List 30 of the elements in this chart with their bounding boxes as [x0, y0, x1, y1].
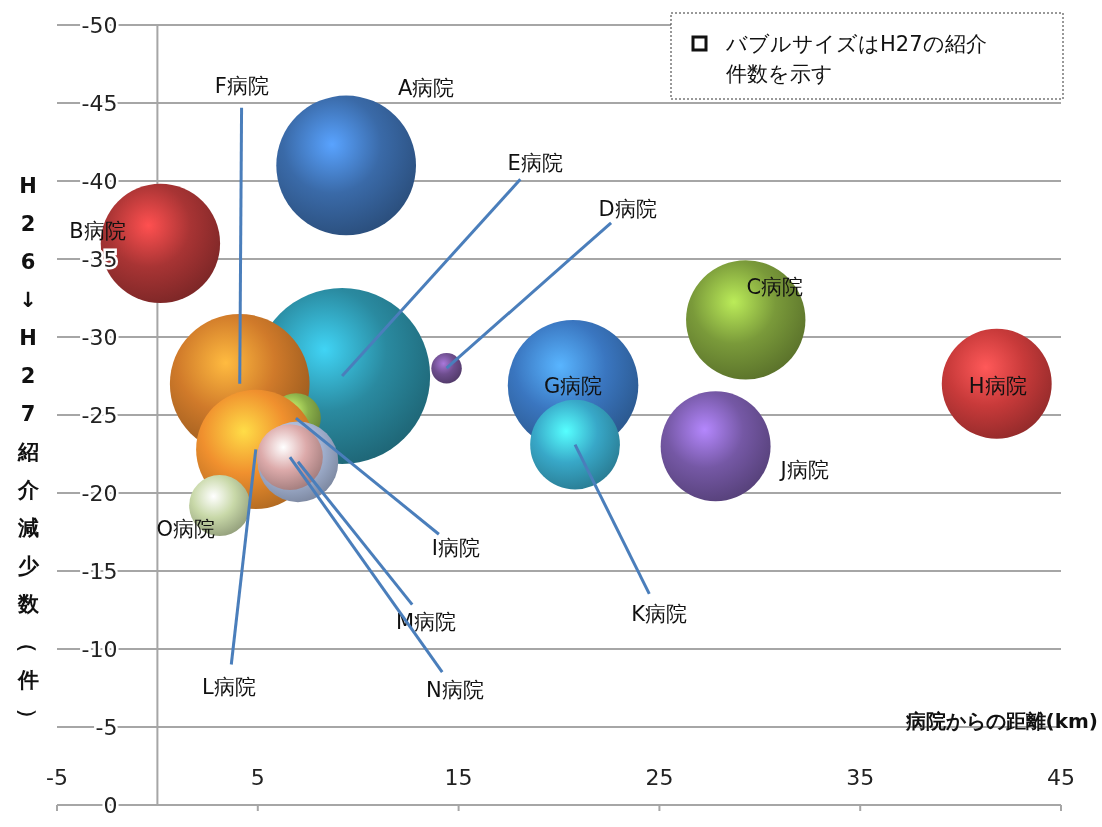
y-tick-label: -15: [81, 558, 118, 584]
x-tick-label: -5: [46, 765, 68, 790]
annotation: L病院: [201, 674, 256, 699]
x-tick-label: 45: [1047, 765, 1075, 790]
y-tick-label: -25: [81, 402, 118, 428]
y-tick-label: -10: [81, 636, 118, 662]
y-tick-label: -40: [81, 168, 118, 194]
text: H26↓H27紹介減少数（件）: [15, 174, 40, 729]
annotation: バブルサイズはH27の紹介件数を示す: [725, 32, 987, 86]
annotation: J病院: [778, 457, 829, 482]
annotation: K病院: [631, 601, 687, 626]
x-tick-label: 25: [645, 765, 674, 790]
annotation: N病院: [426, 678, 484, 703]
annotation: G病院: [543, 373, 603, 398]
x-tick-label: 5: [250, 765, 265, 790]
annotation: H病院: [968, 374, 1027, 399]
annotation: A病院: [397, 75, 455, 100]
x-axis-title: 病院からの距離(km): [904, 709, 1098, 733]
annotation: F病院: [214, 74, 269, 99]
annotation: I病院: [431, 536, 481, 561]
y-tick-label: -50: [81, 12, 118, 38]
y-tick-label: 0: [103, 792, 118, 818]
annotation: E病院: [507, 151, 563, 176]
x-tick-label: 15: [444, 765, 473, 790]
annotation: D病院: [598, 196, 657, 221]
x-tick-label: 35: [846, 765, 875, 790]
y-tick-label: -45: [81, 90, 118, 116]
y-tick-label: -30: [81, 324, 118, 350]
y-tick-label: -5: [95, 714, 118, 740]
y-tick-label: -20: [81, 480, 118, 506]
